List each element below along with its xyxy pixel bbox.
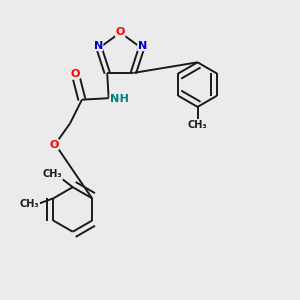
- Text: O: O: [49, 140, 59, 150]
- Text: CH₃: CH₃: [43, 169, 63, 179]
- Text: O: O: [116, 27, 125, 37]
- Text: –H: –H: [115, 94, 130, 104]
- Text: O: O: [70, 68, 80, 79]
- Text: CH₃: CH₃: [188, 120, 207, 130]
- Text: N: N: [138, 40, 147, 51]
- Text: CH₃: CH₃: [20, 199, 40, 209]
- Text: N: N: [94, 40, 103, 51]
- Text: N: N: [110, 94, 119, 104]
